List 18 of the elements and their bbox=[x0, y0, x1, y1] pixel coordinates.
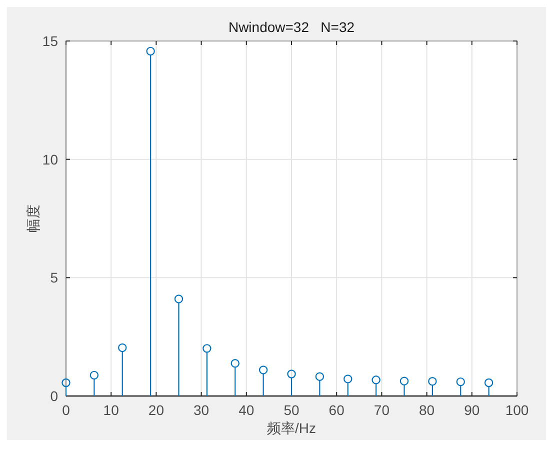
x-tick-label: 40 bbox=[238, 402, 254, 418]
y-tick-label: 5 bbox=[50, 270, 58, 286]
x-tick-label: 80 bbox=[419, 402, 435, 418]
x-tick-label: 50 bbox=[284, 402, 300, 418]
x-axis-title: 频率/Hz bbox=[267, 420, 316, 436]
x-tick-label: 90 bbox=[464, 402, 480, 418]
x-tick-label: 0 bbox=[62, 402, 70, 418]
y-tick-label: 15 bbox=[42, 33, 58, 49]
x-tick-label: 30 bbox=[194, 402, 210, 418]
y-tick-label: 0 bbox=[50, 388, 58, 404]
y-axis-title: 幅度 bbox=[25, 204, 41, 232]
y-tick-label: 10 bbox=[42, 151, 58, 168]
x-tick-label: 70 bbox=[374, 402, 390, 418]
chart-title: Nwindow=32 N=32 bbox=[228, 19, 355, 35]
x-tick-label: 60 bbox=[328, 402, 345, 418]
x-tick-label: 100 bbox=[505, 402, 529, 418]
x-tick-label: 10 bbox=[103, 402, 120, 418]
x-tick-label: 20 bbox=[148, 402, 164, 418]
